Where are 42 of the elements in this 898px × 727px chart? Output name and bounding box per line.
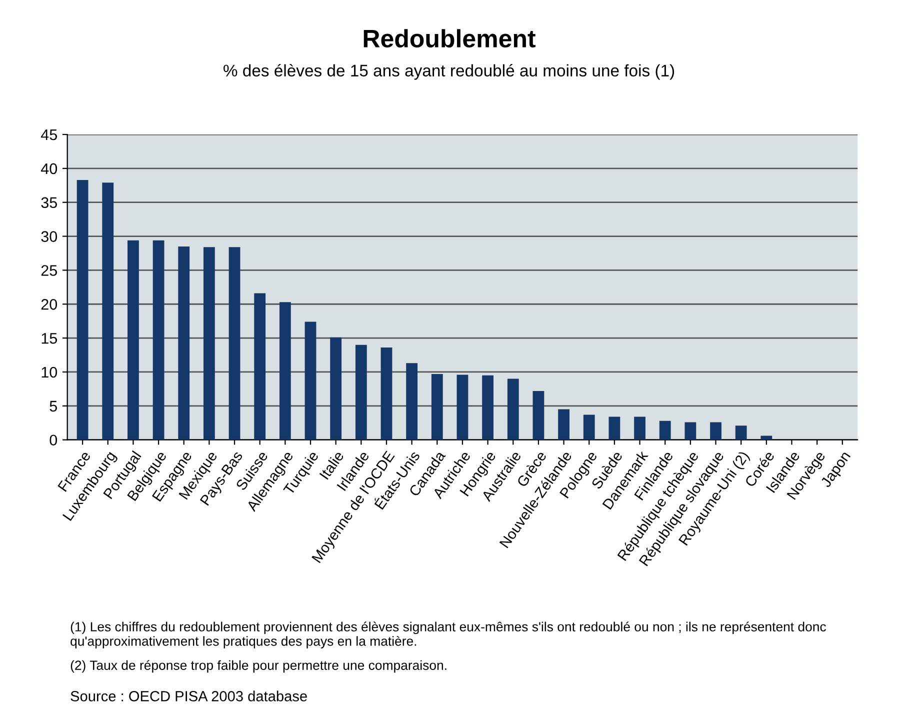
bar: [330, 337, 342, 440]
bar: [608, 416, 620, 440]
bar: [380, 348, 392, 440]
y-tick-label: 20: [41, 298, 58, 310]
bar: [355, 344, 367, 440]
bar: [431, 374, 443, 440]
bar: [659, 420, 671, 440]
bar: [152, 240, 164, 440]
y-tick-label: 30: [41, 231, 58, 242]
bar: [634, 416, 646, 440]
bar: [735, 426, 747, 440]
bar: [507, 378, 519, 440]
bar: [558, 409, 570, 440]
chart-subtitle: % des élèves de 15 ans ayant redoublé au moins une fois (1): [224, 64, 674, 80]
y-tick-label: 15: [42, 333, 57, 344]
chart-title: Redoublement: [364, 29, 536, 48]
source-note: Source : OECD PISA 2003 database: [70, 690, 307, 702]
y-tick-label: 35: [41, 197, 57, 208]
text: (1) Les chiffres du redoublement proviennent des élèves signalant eux-mêmes s'ils ont redoublé ou non ; ils ne représentent donc qu'approximativement les pratiques des pays en la matière.: [70, 622, 826, 648]
bar: [583, 414, 595, 440]
bar: [279, 302, 291, 440]
bar: [456, 374, 468, 440]
bar: [254, 293, 266, 440]
bar: [532, 390, 544, 440]
y-tick-label: 25: [41, 265, 57, 276]
bar: [178, 246, 190, 440]
bar: [228, 247, 240, 440]
bar: [76, 180, 88, 440]
bar: [406, 363, 418, 440]
bar: [128, 240, 139, 440]
bar: [203, 247, 215, 440]
text: (2) Taux de réponse trop faible pour permettre une comparaison.: [70, 660, 446, 673]
bar: [684, 422, 696, 440]
bar: [710, 422, 722, 440]
y-tick-label: 5: [50, 400, 57, 412]
y-tick-label: 45: [40, 130, 57, 140]
y-tick-label: 0: [50, 434, 58, 446]
y-tick-label: 40: [40, 163, 58, 174]
bar: [304, 322, 316, 440]
bar: [482, 375, 494, 440]
bar: [102, 182, 114, 440]
y-tick-label: 10: [42, 366, 58, 378]
